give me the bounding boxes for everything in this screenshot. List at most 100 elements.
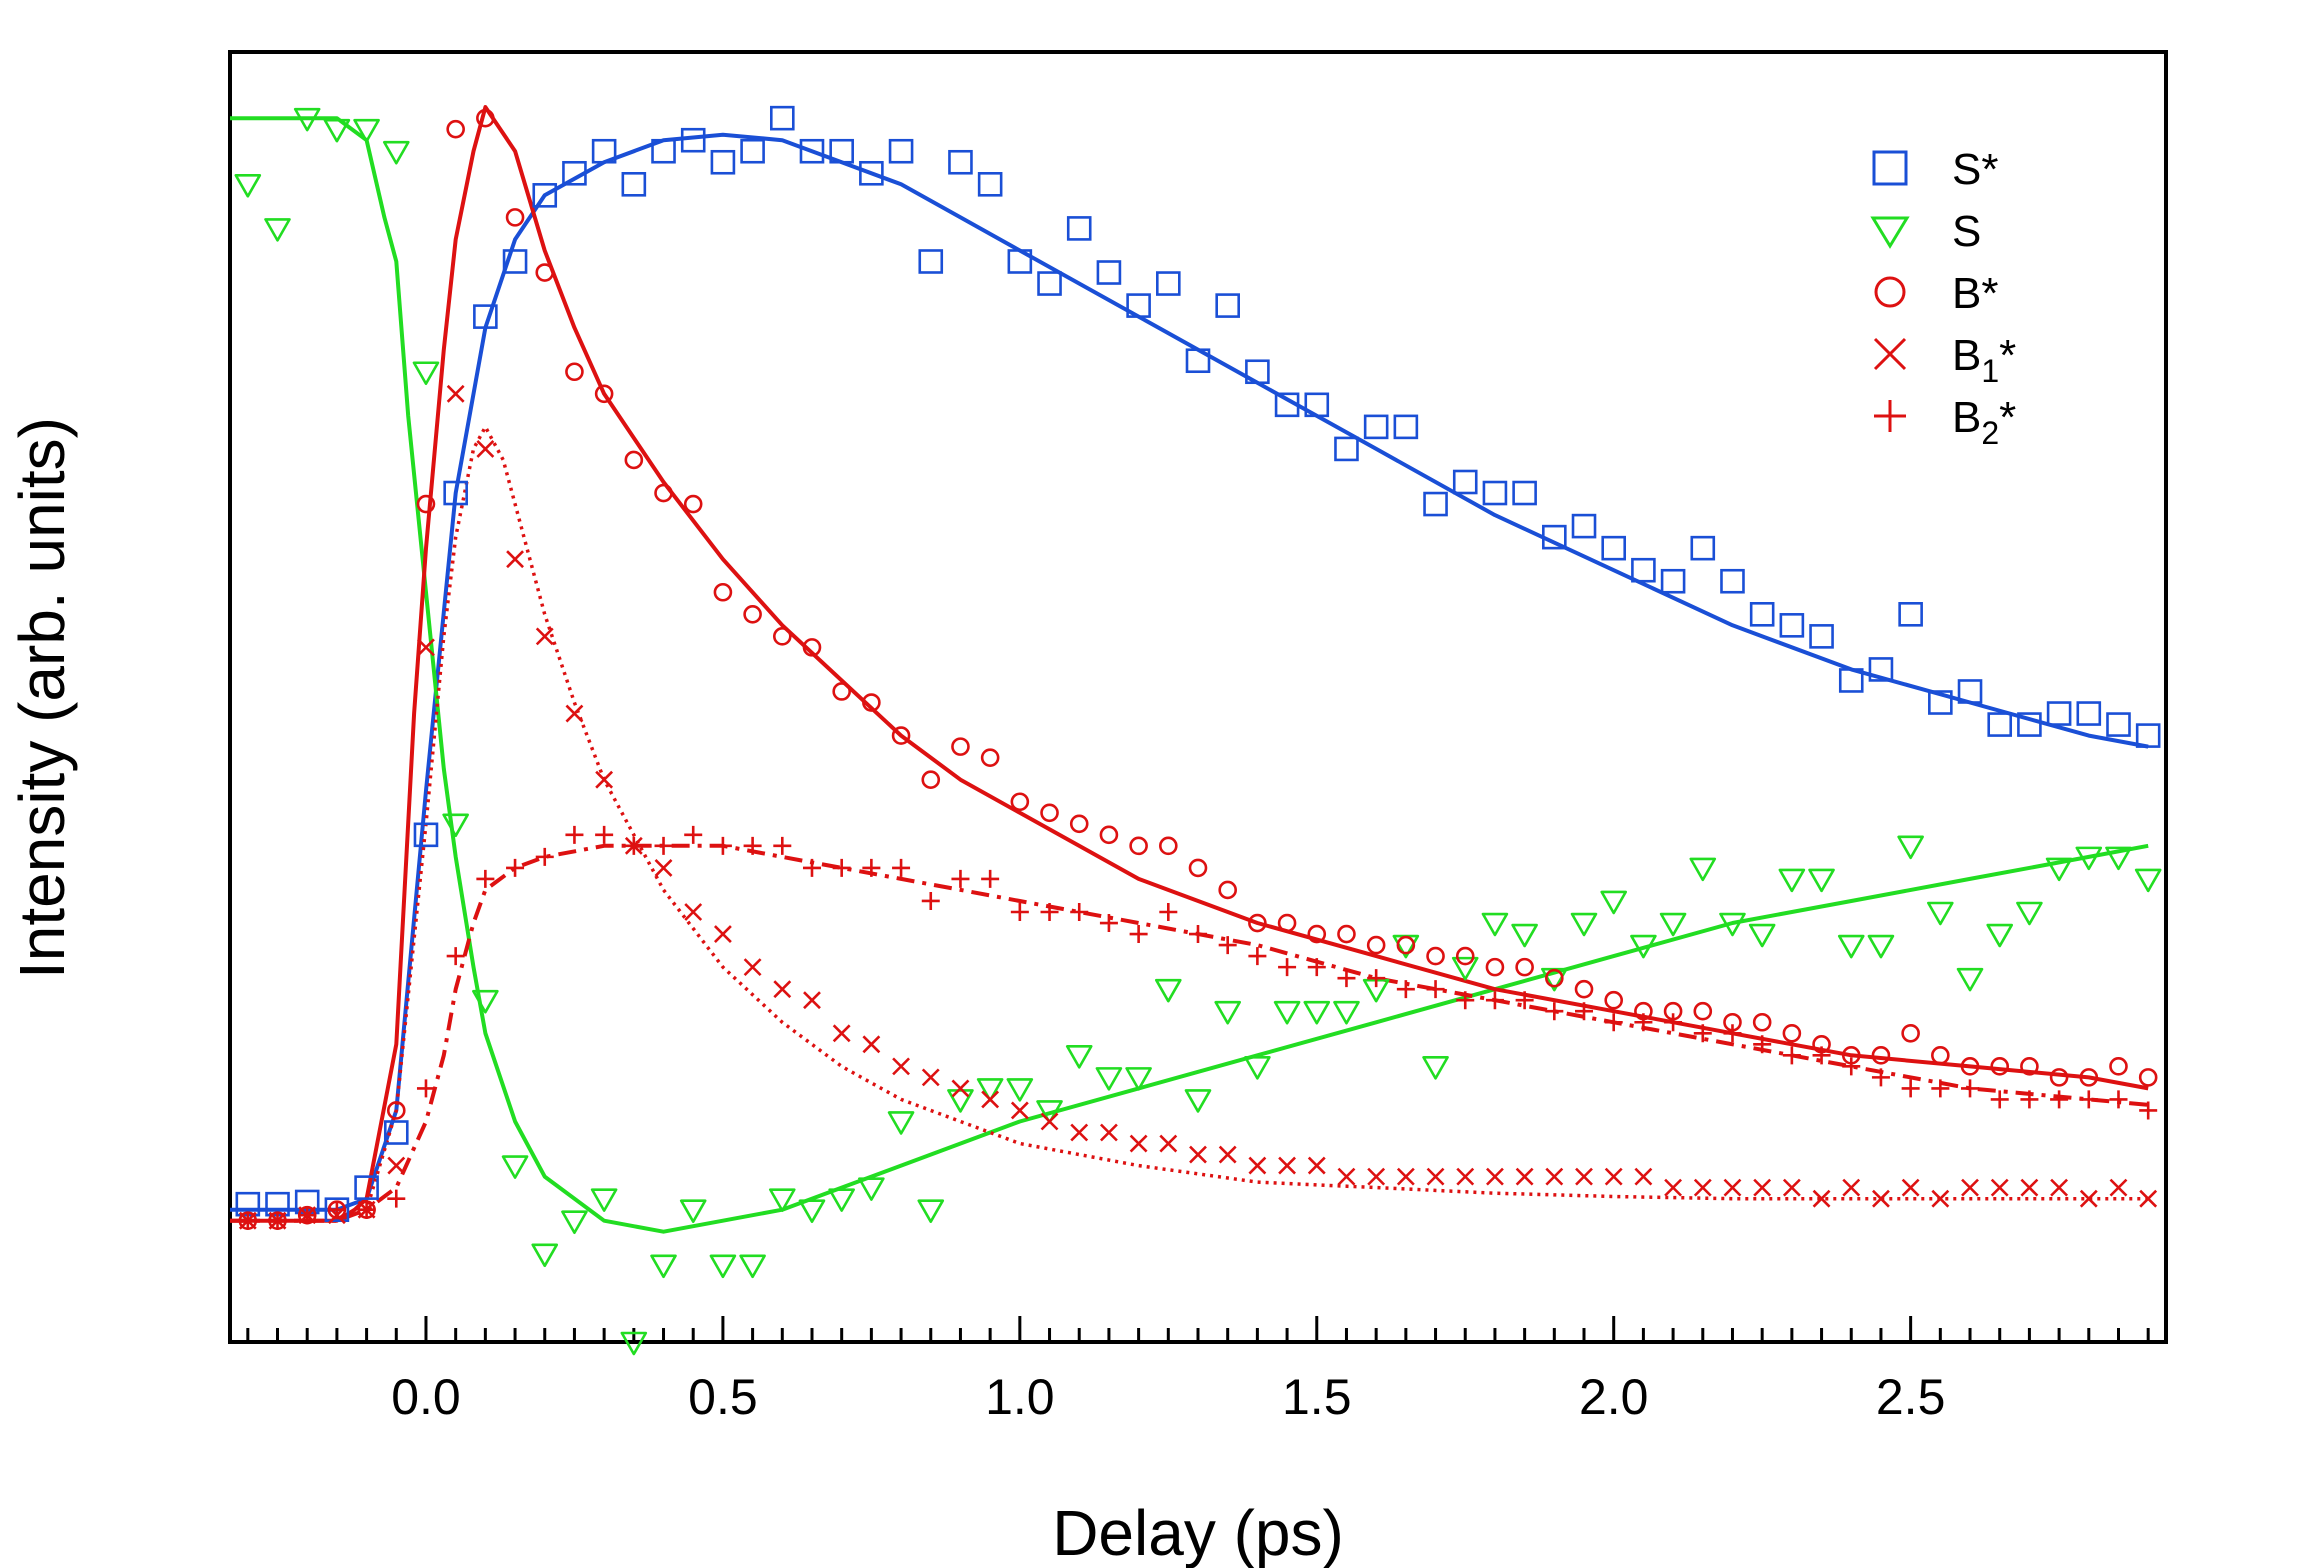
data-point	[1515, 991, 1534, 1010]
data-point	[2050, 1090, 2069, 1109]
data-point	[2079, 1068, 2099, 1087]
data-point	[1396, 980, 1415, 999]
fit-curve-b2-star	[230, 843, 2149, 1223]
data-point	[1100, 1123, 1118, 1142]
series-s-points	[234, 107, 2162, 1356]
data-point	[502, 249, 528, 274]
data-point	[654, 858, 673, 877]
data-point	[1871, 1046, 1891, 1065]
data-point	[1782, 1023, 1802, 1043]
data-point	[442, 813, 469, 838]
legend-item: B1*	[1873, 331, 2016, 389]
data-point	[1214, 1000, 1241, 1025]
data-point	[1184, 1089, 1212, 1113]
data-point	[2076, 701, 2102, 726]
legend-label: B2*	[1952, 393, 2016, 451]
data-point	[713, 925, 732, 943]
data-points	[234, 105, 2162, 1356]
data-point	[948, 149, 973, 175]
data-point	[1901, 1079, 1920, 1098]
data-point	[862, 858, 881, 877]
data-point	[1215, 293, 1240, 318]
data-point	[1749, 602, 1775, 627]
data-point	[1545, 1167, 1564, 1186]
legend-marker	[1870, 216, 1910, 249]
data-point	[739, 1254, 766, 1279]
data-point	[1961, 1178, 1979, 1197]
data-point	[1337, 969, 1356, 988]
data-point	[743, 958, 762, 977]
data-point	[476, 869, 495, 888]
data-point	[354, 1175, 379, 1200]
data-point	[1512, 480, 1537, 506]
data-point	[1218, 1145, 1237, 1164]
data-point	[382, 140, 410, 165]
data-point	[862, 693, 881, 712]
data-point	[773, 836, 792, 855]
data-point	[892, 858, 911, 877]
data-point	[386, 1101, 406, 1120]
data-point	[2105, 846, 2132, 871]
data-point	[1367, 969, 1386, 988]
data-point	[413, 822, 439, 848]
data-point	[1307, 958, 1326, 977]
data-point	[1070, 1123, 1089, 1142]
data-point	[1099, 914, 1118, 933]
data-point	[1069, 814, 1089, 834]
data-point	[1931, 1079, 1950, 1098]
data-point	[1928, 690, 1953, 715]
data-point	[951, 737, 970, 756]
data-point	[1660, 568, 1686, 594]
data-point	[1753, 1178, 1772, 1197]
data-point	[858, 1177, 885, 1201]
data-point	[1601, 535, 1627, 561]
data-point	[2079, 1090, 2098, 1109]
data-point	[684, 825, 703, 844]
data-point	[2017, 712, 2042, 737]
x-tick-label: 2.5	[1876, 1369, 1946, 1425]
x-tick-label: 1.0	[985, 1369, 1055, 1425]
data-point	[327, 1200, 346, 1219]
data-point	[501, 1155, 529, 1179]
data-point	[832, 858, 851, 877]
data-point	[324, 1197, 350, 1222]
data-point	[1129, 925, 1148, 944]
data-point	[1812, 1046, 1831, 1065]
data-point	[1129, 836, 1148, 856]
data-point	[1159, 836, 1178, 856]
data-point	[1423, 491, 1448, 517]
data-point	[1600, 890, 1628, 915]
data-point	[1901, 1023, 1920, 1043]
data-point	[476, 440, 495, 458]
data-point	[1244, 1056, 1271, 1080]
data-point	[1218, 936, 1237, 955]
data-point	[710, 149, 736, 175]
data-point	[1693, 1001, 1713, 1021]
data-point	[1990, 1178, 2009, 1197]
data-point	[532, 183, 558, 208]
data-point	[2134, 868, 2162, 893]
data-point	[802, 858, 821, 877]
data-point	[1248, 913, 1267, 933]
data-point	[891, 726, 911, 745]
x-axis-tick-labels: 0.0 0.5 1.0 1.5 2.0 2.5	[391, 1369, 1945, 1425]
data-point	[506, 858, 525, 877]
data-point	[1095, 1067, 1123, 1091]
legend-item: B2*	[1874, 393, 2016, 451]
data-point	[1604, 990, 1624, 1010]
data-point	[1782, 1178, 1801, 1197]
data-point	[1575, 1167, 1593, 1186]
data-point	[561, 1210, 588, 1235]
legend-label: B*	[1952, 269, 1998, 318]
data-point	[1778, 868, 1806, 893]
data-point	[2109, 1178, 2128, 1197]
data-point	[951, 1079, 970, 1098]
data-point	[383, 1120, 409, 1145]
data-point	[1159, 903, 1178, 921]
fit-curves	[230, 105, 2149, 1234]
data-point	[1867, 934, 1895, 959]
data-point	[2075, 846, 2103, 871]
data-point	[2139, 1189, 2158, 1208]
data-point	[1931, 1046, 1950, 1065]
x-tick-label: 0.0	[391, 1369, 461, 1425]
